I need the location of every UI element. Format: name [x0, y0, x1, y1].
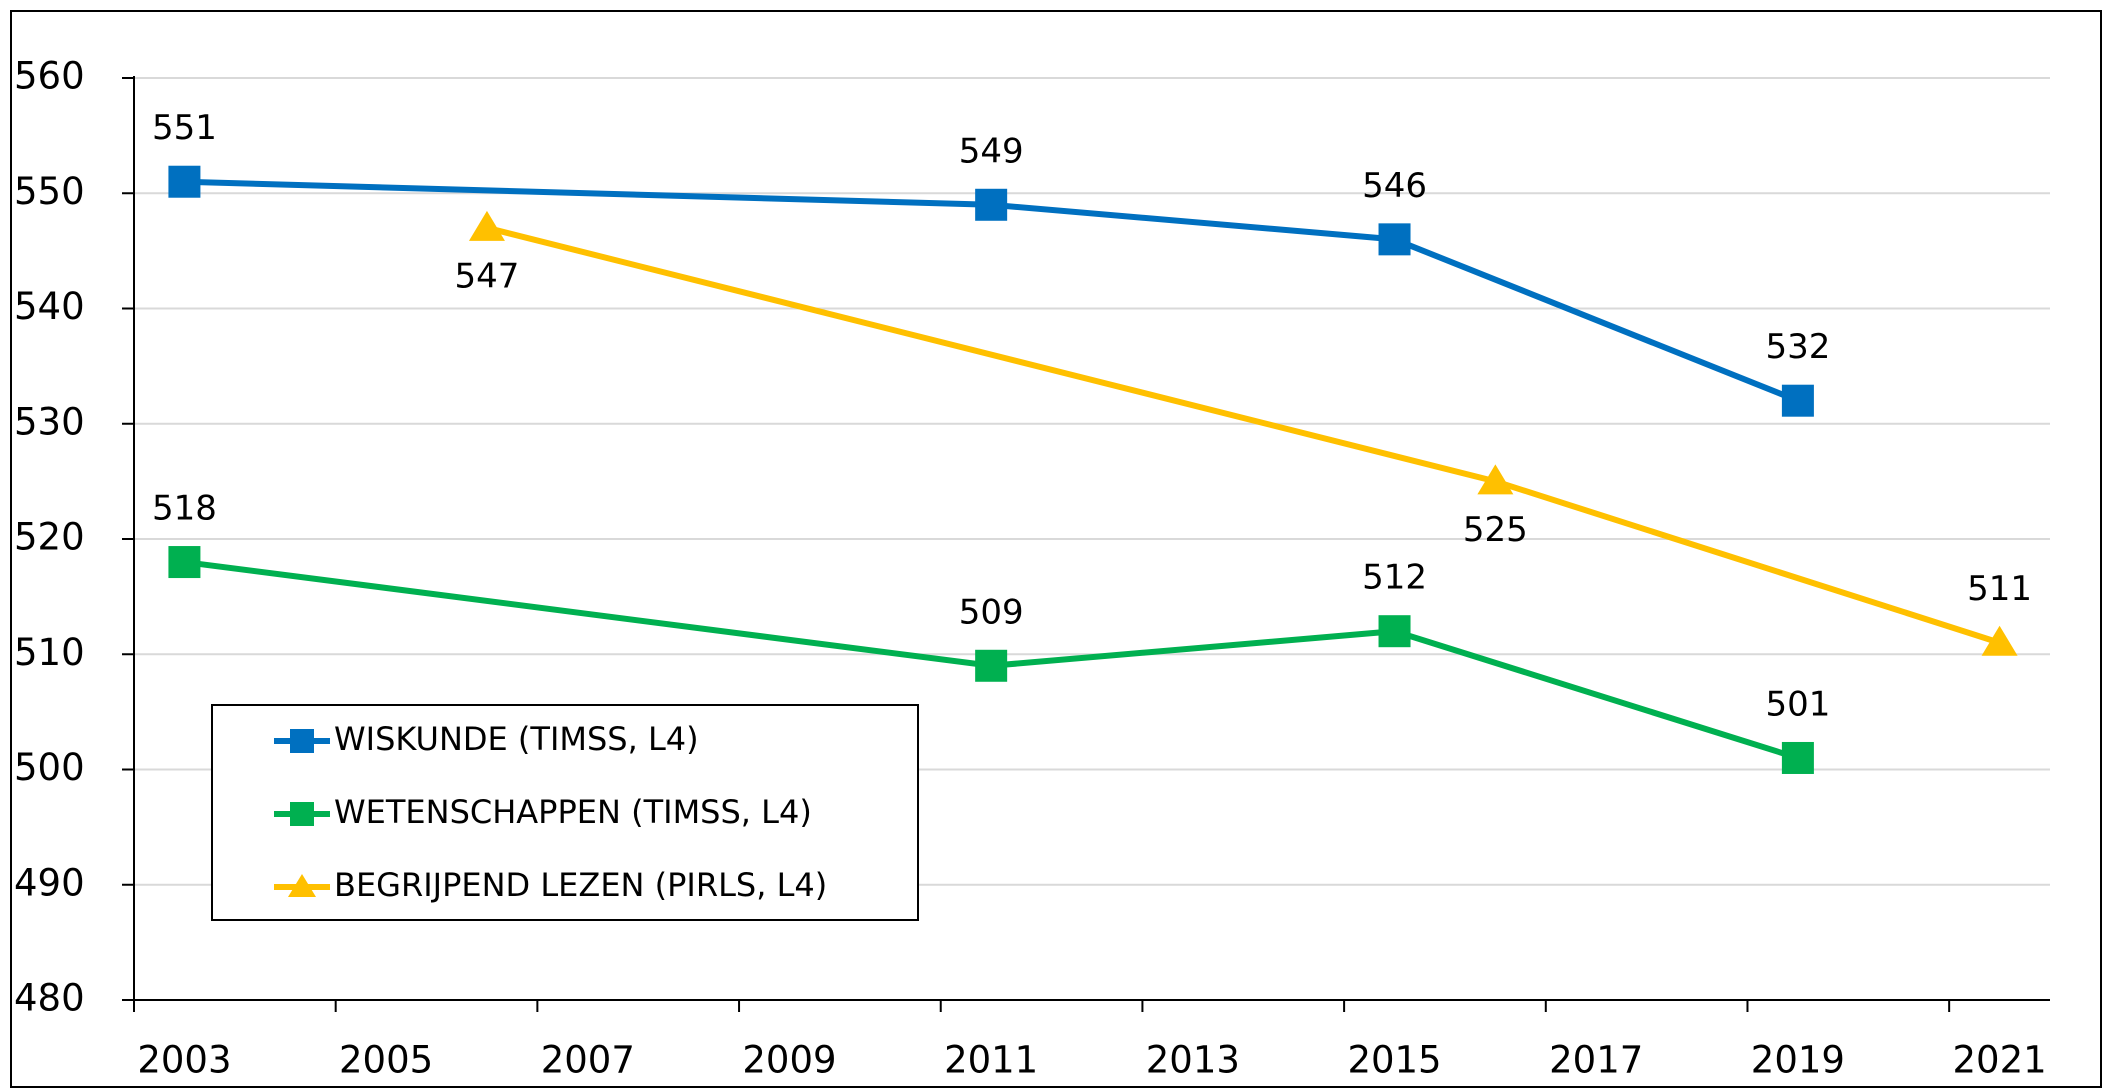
legend-label: WISKUNDE (TIMSS, L4) [334, 720, 699, 758]
data-label: 547 [454, 256, 519, 296]
x-tick-label: 2019 [1751, 1039, 1845, 1082]
x-tick-label: 2003 [137, 1039, 231, 1082]
y-tick-label: 550 [14, 170, 85, 213]
data-label: 546 [1362, 166, 1427, 206]
marker [468, 210, 505, 241]
marker [1781, 384, 1814, 417]
x-tick-label: 2017 [1549, 1039, 1643, 1082]
legend-marker [290, 729, 314, 753]
data-label: 501 [1765, 684, 1830, 724]
y-tick-label: 560 [14, 55, 85, 98]
x-tick-label: 2013 [1146, 1039, 1240, 1082]
marker [1981, 625, 2018, 656]
legend-label: WETENSCHAPPEN (TIMSS, L4) [334, 793, 812, 831]
marker [1378, 223, 1411, 256]
y-tick-label: 520 [14, 516, 85, 559]
marker [168, 165, 201, 198]
marker [1781, 741, 1814, 774]
y-tick-label: 490 [14, 861, 85, 904]
chart-border [10, 10, 2102, 1088]
data-label: 509 [959, 592, 1024, 632]
x-tick-label: 2021 [1952, 1039, 2046, 1082]
marker [168, 546, 201, 579]
y-tick-label: 510 [14, 631, 85, 674]
marker [1378, 615, 1411, 648]
y-tick-label: 500 [14, 746, 85, 789]
y-tick-label: 530 [14, 400, 85, 443]
data-label: 511 [1967, 569, 2032, 609]
data-label: 532 [1765, 327, 1830, 367]
x-tick-label: 2015 [1347, 1039, 1441, 1082]
data-label: 518 [152, 489, 217, 529]
data-label: 551 [152, 108, 217, 148]
marker [1477, 464, 1514, 495]
marker [975, 188, 1008, 221]
data-label: 525 [1463, 510, 1528, 550]
legend-label: BEGRIJPEND LEZEN (PIRLS, L4) [334, 866, 827, 904]
x-tick-label: 2005 [339, 1039, 433, 1082]
legend-marker [290, 802, 314, 826]
data-label: 549 [959, 131, 1024, 171]
line [184, 559, 1799, 761]
x-tick-label: 2007 [541, 1039, 635, 1082]
x-tick-label: 2009 [742, 1039, 836, 1082]
data-label: 512 [1362, 558, 1427, 598]
x-tick-label: 2011 [944, 1039, 1038, 1082]
legend-marker [288, 874, 316, 897]
y-tick-label: 540 [14, 285, 85, 328]
marker [975, 649, 1008, 682]
y-tick-label: 480 [14, 977, 85, 1020]
line [184, 178, 1800, 404]
